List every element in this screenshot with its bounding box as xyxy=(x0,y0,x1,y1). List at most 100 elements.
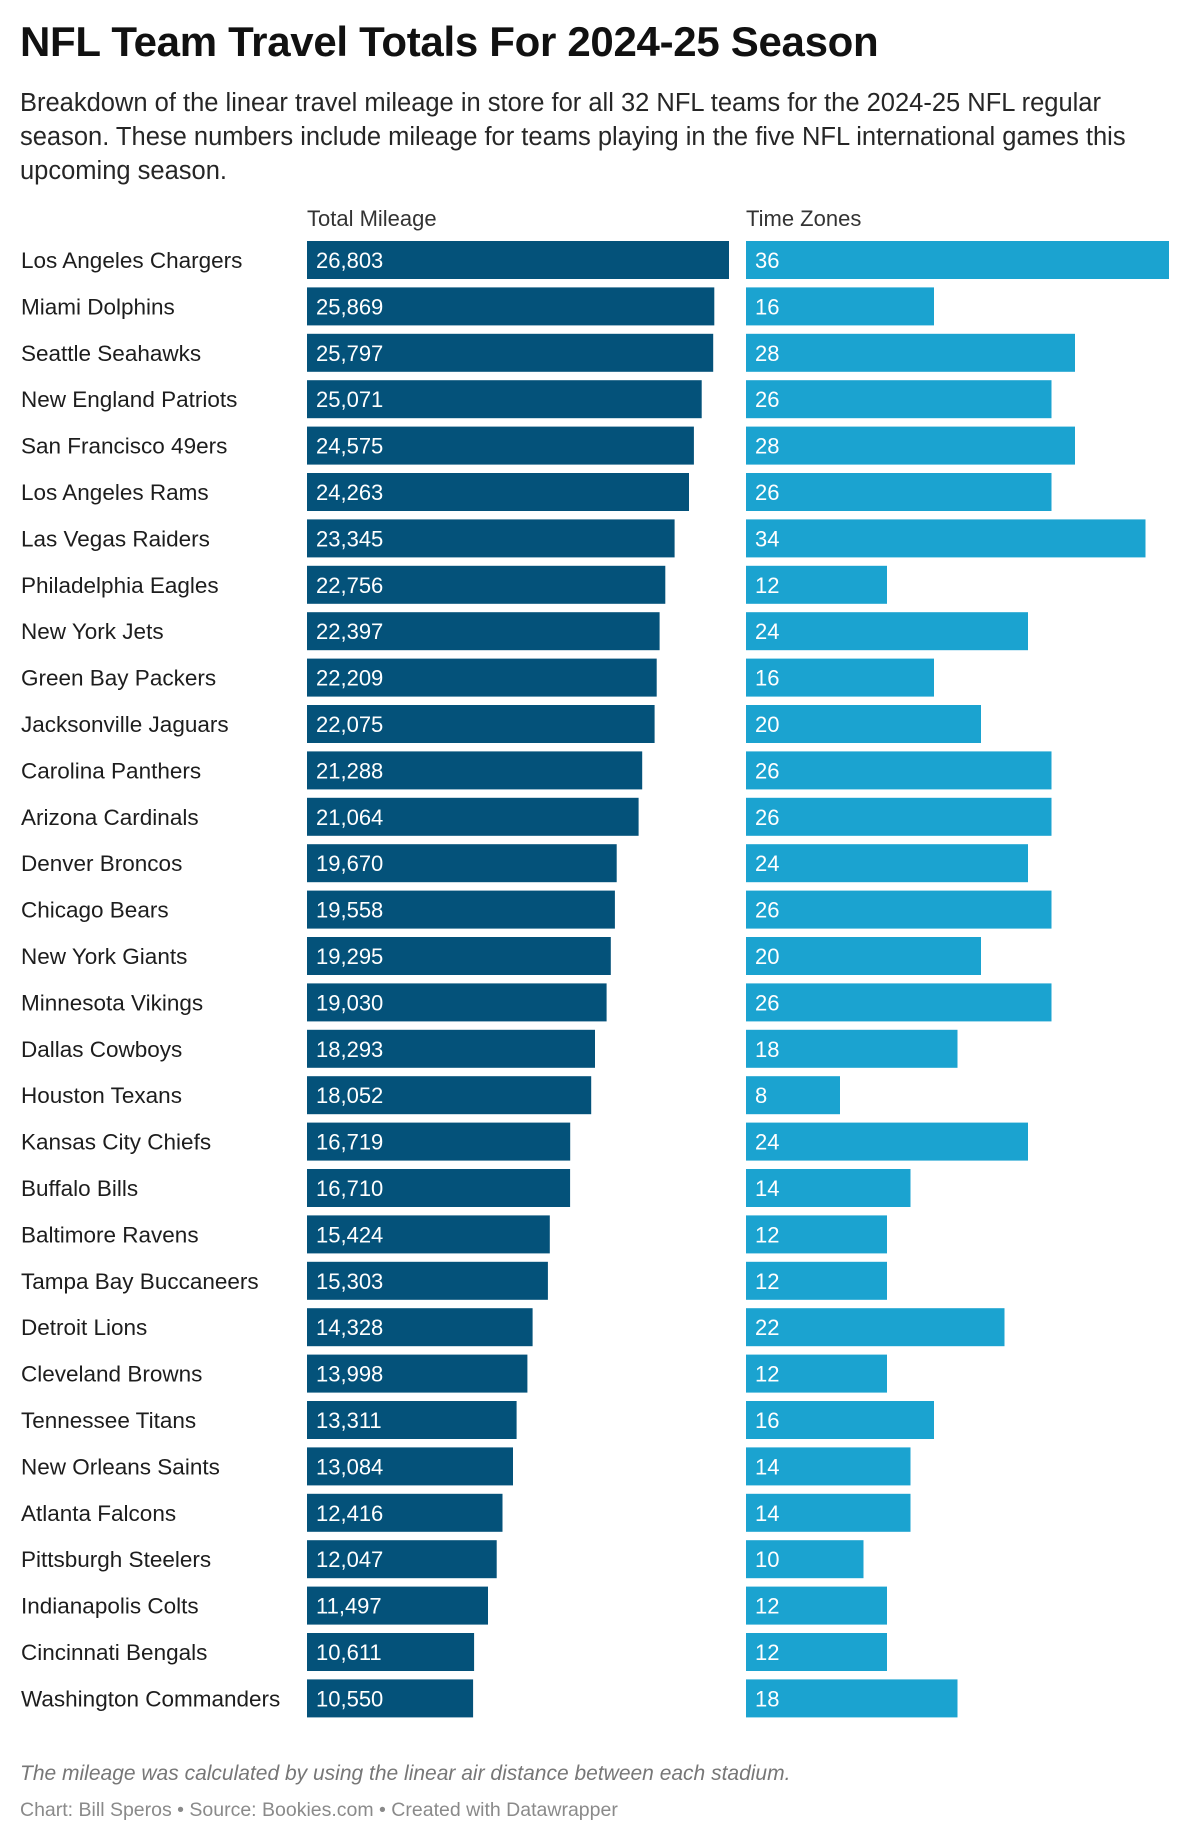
time-zones-value-label: 26 xyxy=(755,387,779,412)
mileage-value-label: 24,575 xyxy=(316,434,383,459)
time-zones-value-label: 12 xyxy=(755,1640,779,1665)
mileage-bar xyxy=(307,1493,503,1532)
team-label: Denver Broncos xyxy=(21,851,182,876)
team-label: Chicago Bears xyxy=(21,898,169,923)
mileage-bar xyxy=(307,1261,548,1300)
time-zones-bar xyxy=(746,287,934,326)
time-zones-bar xyxy=(746,1215,887,1254)
time-zones-value-label: 24 xyxy=(755,851,779,876)
mileage-bar xyxy=(307,751,643,790)
team-label: New England Patriots xyxy=(21,387,237,412)
time-zones-value-label: 28 xyxy=(755,434,779,459)
mileage-value-label: 12,416 xyxy=(316,1501,383,1526)
mileage-value-label: 26,803 xyxy=(316,248,383,273)
time-zones-bar xyxy=(746,473,1052,511)
time-zones-value-label: 28 xyxy=(755,341,779,366)
time-zones-value-label: 16 xyxy=(755,1408,779,1433)
team-label: Carolina Panthers xyxy=(21,758,201,783)
team-label: Dallas Cowboys xyxy=(21,1037,182,1062)
mileage-bar xyxy=(307,1215,550,1254)
mileage-bar xyxy=(307,426,694,465)
mileage-bar xyxy=(307,983,607,1022)
mileage-bar xyxy=(307,937,611,975)
time-zones-value-label: 26 xyxy=(755,805,779,830)
time-zones-value-label: 34 xyxy=(755,526,779,551)
team-label: Tennessee Titans xyxy=(21,1408,196,1433)
time-zones-value-label: 10 xyxy=(755,1547,779,1572)
mileage-bar xyxy=(307,473,689,511)
team-label: New Orleans Saints xyxy=(21,1454,220,1479)
mileage-value-label: 22,756 xyxy=(316,573,383,598)
time-zones-value-label: 12 xyxy=(755,573,779,598)
chart-title: NFL Team Travel Totals For 2024-25 Seaso… xyxy=(20,18,879,65)
chart-rows: Los Angeles Chargers 26,803 36 Miami Dolphi… xyxy=(21,241,1169,1718)
time-zones-value-label: 22 xyxy=(755,1315,779,1340)
team-label: Indianapolis Colts xyxy=(21,1594,199,1619)
time-zones-bar xyxy=(746,519,1146,558)
mileage-bar xyxy=(307,565,666,604)
mileage-value-label: 19,558 xyxy=(316,898,383,923)
time-zones-bar xyxy=(746,1308,1005,1347)
mileage-bar xyxy=(307,1540,497,1579)
mileage-bar xyxy=(307,519,675,558)
time-zones-bar xyxy=(746,797,1052,836)
mileage-value-label: 12,047 xyxy=(316,1547,383,1572)
mileage-bar xyxy=(307,287,715,326)
time-zones-value-label: 26 xyxy=(755,480,779,505)
time-zones-value-label: 18 xyxy=(755,1686,779,1711)
mileage-value-label: 19,030 xyxy=(316,990,383,1015)
mileage-value-label: 23,345 xyxy=(316,526,383,551)
time-zones-bar xyxy=(746,565,887,604)
team-label: Kansas City Chiefs xyxy=(21,1130,211,1155)
team-label: Jacksonville Jaguars xyxy=(21,712,229,737)
mileage-bar xyxy=(307,1586,488,1625)
team-label: New York Giants xyxy=(21,944,187,969)
time-zones-value-label: 26 xyxy=(755,758,779,783)
time-zones-bar xyxy=(746,937,981,975)
mileage-value-label: 22,209 xyxy=(316,666,383,691)
mileage-value-label: 21,288 xyxy=(316,758,383,783)
mileage-value-label: 18,293 xyxy=(316,1037,383,1062)
mileage-bar xyxy=(307,890,615,929)
time-zones-value-label: 26 xyxy=(755,990,779,1015)
time-zones-value-label: 12 xyxy=(755,1362,779,1387)
time-zones-value-label: 12 xyxy=(755,1269,779,1294)
mileage-bar xyxy=(307,658,657,697)
team-label: Seattle Seahawks xyxy=(21,341,201,366)
mileage-value-label: 13,311 xyxy=(316,1408,382,1433)
time-zones-bar xyxy=(746,751,1052,790)
mileage-value-label: 22,397 xyxy=(316,619,383,644)
team-label: Baltimore Ravens xyxy=(21,1222,199,1247)
time-zones-bar xyxy=(746,1447,911,1486)
team-label: Arizona Cardinals xyxy=(21,805,199,830)
mileage-value-label: 13,998 xyxy=(316,1362,383,1387)
mileage-value-label: 15,303 xyxy=(316,1269,383,1294)
team-label: Los Angeles Chargers xyxy=(21,248,242,273)
time-zones-value-label: 16 xyxy=(755,294,779,319)
mileage-bar xyxy=(307,241,729,279)
mileage-value-label: 25,071 xyxy=(316,387,383,412)
team-label: Miami Dolphins xyxy=(21,294,175,319)
team-label: Pittsburgh Steelers xyxy=(21,1547,211,1572)
mileage-value-label: 25,869 xyxy=(316,294,383,319)
time-zones-bar xyxy=(746,1679,958,1718)
mileage-bar xyxy=(307,1308,533,1347)
time-zones-value-label: 36 xyxy=(755,248,779,273)
time-zones-value-label: 18 xyxy=(755,1037,779,1062)
time-zones-bar xyxy=(746,1122,1028,1161)
column-header-time-zones: Time Zones xyxy=(746,206,861,231)
time-zones-bar xyxy=(746,1076,840,1115)
travel-bar-chart: Total Mileage Time Zones Los Angeles Cha… xyxy=(21,206,1169,1718)
team-label: Green Bay Packers xyxy=(21,666,216,691)
time-zones-value-label: 14 xyxy=(755,1454,779,1479)
chart-byline: Chart: Bill Speros • Source: Bookies.com… xyxy=(20,1799,618,1821)
team-label: Tampa Bay Buccaneers xyxy=(21,1269,259,1294)
time-zones-bar xyxy=(746,380,1052,419)
team-label: Philadelphia Eagles xyxy=(21,573,219,598)
time-zones-bar xyxy=(746,612,1028,651)
team-label: Minnesota Vikings xyxy=(21,990,203,1015)
mileage-bar xyxy=(307,1076,592,1115)
time-zones-bar xyxy=(746,705,981,743)
mileage-bar xyxy=(307,1447,513,1486)
